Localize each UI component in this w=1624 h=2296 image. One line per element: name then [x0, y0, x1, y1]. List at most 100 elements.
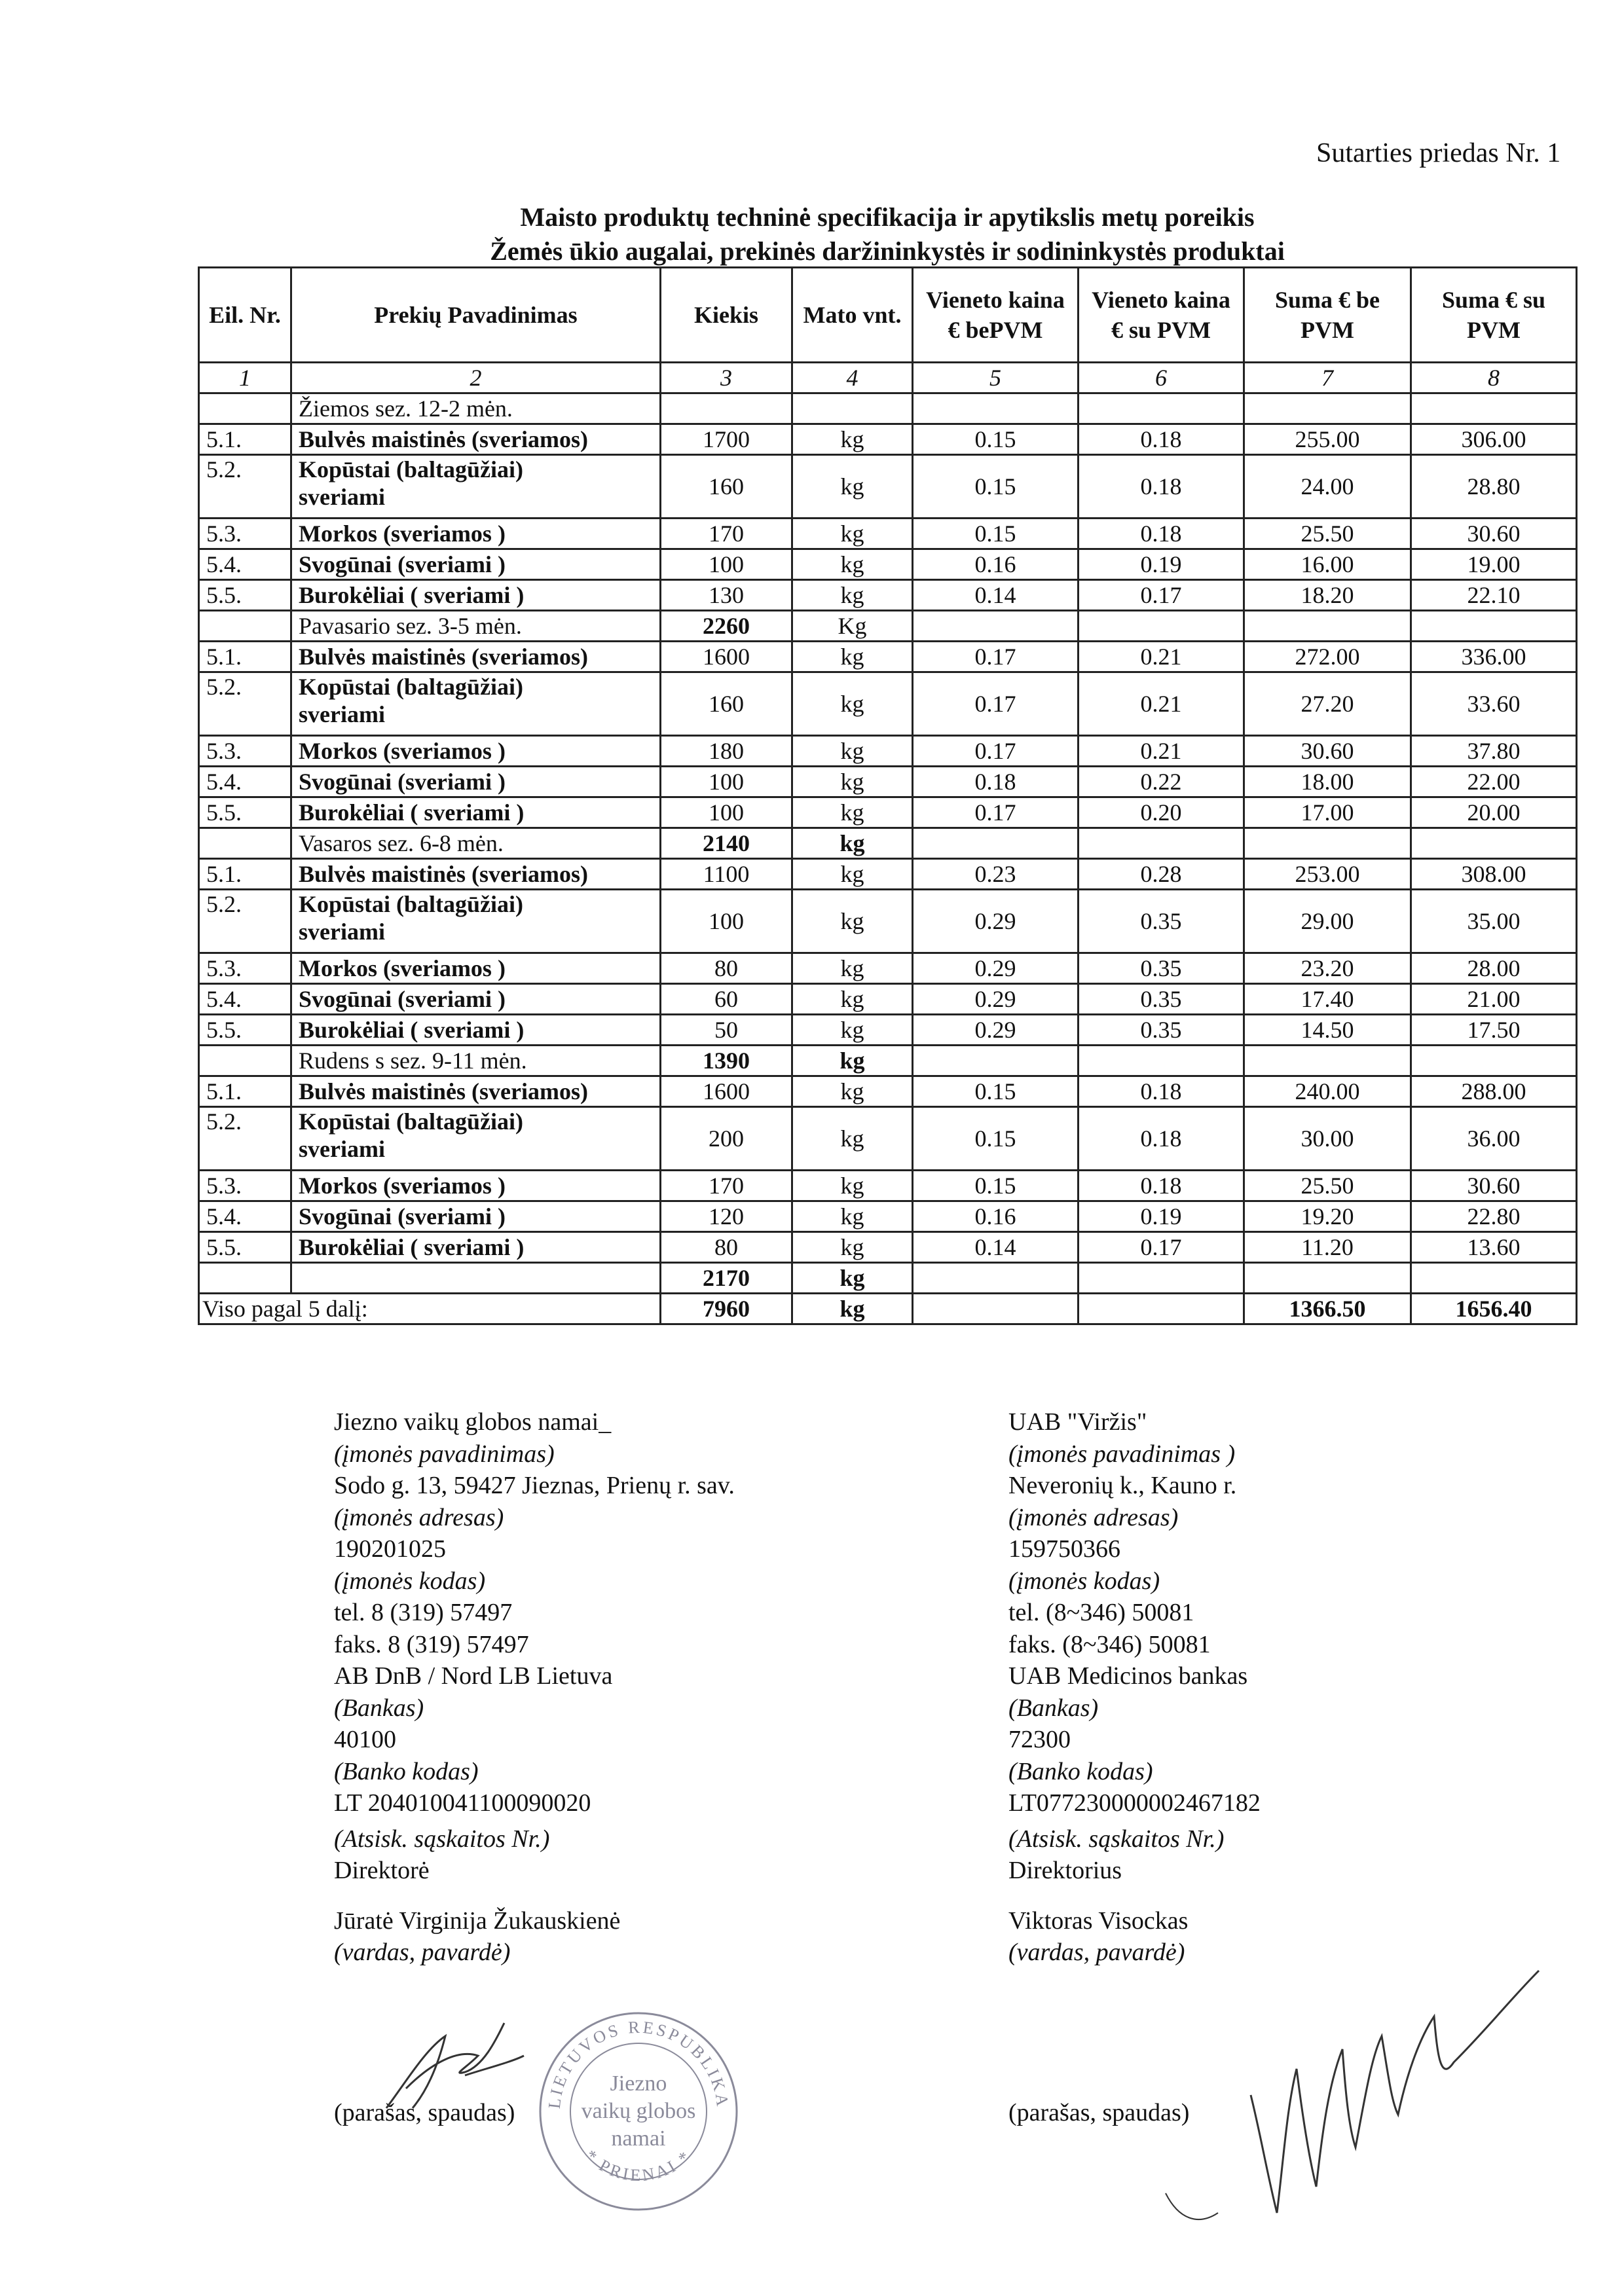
table-row: 5.2. Kopūstai (baltagūžiai) sveriami 160 kg…: [198, 671, 1578, 737]
item-quantity: 170: [659, 1169, 793, 1202]
item-price: 0.15: [912, 517, 1079, 550]
item-name: Bulvės maistinės (sveriamos): [290, 640, 661, 673]
item-name: Kopūstai (baltagūžiai) sveriami: [290, 454, 661, 519]
empty-cell: [1077, 1044, 1245, 1077]
item-sum-vat: 35.00: [1410, 888, 1578, 954]
item-price-vat: 0.21: [1077, 735, 1245, 767]
item-number: 5.2.: [198, 671, 292, 737]
item-quantity: 170: [659, 517, 793, 550]
column-number: 3: [659, 361, 793, 394]
item-unit: kg: [791, 796, 913, 829]
item-number: 5.1.: [198, 1075, 292, 1108]
empty-cell: [1410, 1262, 1578, 1294]
annex-label: Sutarties priedas Nr. 1: [1316, 138, 1561, 168]
item-price-vat: 0.18: [1077, 1106, 1245, 1171]
item-price-vat: 0.21: [1077, 640, 1245, 673]
buyer-position: Direktorė: [334, 1857, 430, 1884]
item-quantity: 120: [659, 1200, 793, 1233]
empty-cell: [1410, 610, 1578, 642]
buyer-signature: [385, 2022, 525, 2109]
item-unit: kg: [791, 640, 913, 673]
item-unit: kg: [791, 579, 913, 611]
caption: (įmonės pavadinimas ): [1008, 1440, 1236, 1468]
supplier-position: Direktorius: [1008, 1857, 1122, 1884]
table-row: 5.4. Svogūnai (sveriami ) 100 kg 0.16 0.19 16.…: [198, 548, 1578, 581]
buyer-fax: faks. 8 (319) 57497: [334, 1630, 529, 1658]
caption: (Atsisk. sąskaitos Nr.): [1008, 1825, 1225, 1853]
item-quantity: 80: [659, 952, 793, 985]
item-unit: kg: [791, 888, 913, 954]
item-sum: 14.50: [1243, 1013, 1412, 1046]
item-sum-vat: 33.60: [1410, 671, 1578, 737]
item-quantity: 60: [659, 983, 793, 1015]
item-sum: 27.20: [1243, 671, 1412, 737]
item-price-vat: 0.17: [1077, 579, 1245, 611]
item-number: 5.4.: [198, 1200, 292, 1233]
table-row: 5.3. Morkos (sveriamos ) 80 kg 0.29 0.35 23.20…: [198, 952, 1578, 985]
item-sum: 18.20: [1243, 579, 1412, 611]
item-name: Burokėliai ( sveriami ): [290, 1013, 661, 1046]
stamp-seal: LIETUVOS RESPUBLIKA * PRIENAI * Jiezno v…: [539, 2012, 738, 2211]
empty-cell: [912, 392, 1079, 425]
item-sum-vat: 30.60: [1410, 1169, 1578, 1202]
item-price: 0.15: [912, 1106, 1079, 1171]
item-number: 5.3.: [198, 517, 292, 550]
item-price-vat: 0.18: [1077, 1169, 1245, 1202]
item-unit: kg: [791, 952, 913, 985]
item-name: Burokėliai ( sveriami ): [290, 1231, 661, 1264]
item-quantity: 1600: [659, 1075, 793, 1108]
caption: (įmonės kodas): [334, 1567, 486, 1595]
header-row: Eil. Nr. Prekių Pavadinimas Kiekis Mato vnt…: [198, 266, 1578, 363]
item-sum-vat: 17.50: [1410, 1013, 1578, 1046]
column-number: 6: [1077, 361, 1245, 394]
column-number: 8: [1410, 361, 1578, 394]
item-quantity: 100: [659, 888, 793, 954]
table-row: 5.2. Kopūstai (baltagūžiai) sveriami 100 kg…: [198, 888, 1578, 954]
item-sum: 240.00: [1243, 1075, 1412, 1108]
specification-table: Eil. Nr. Prekių Pavadinimas Kiekis Mato vnt…: [198, 266, 1578, 1325]
empty-cell: [1077, 827, 1245, 860]
item-price-vat: 0.18: [1077, 517, 1245, 550]
buyer-tel: tel. 8 (319) 57497: [334, 1599, 513, 1626]
total-label: Viso pagal 5 dalį:: [198, 1292, 661, 1325]
item-sum: 25.50: [1243, 1169, 1412, 1202]
caption: (vardas, pavardė): [334, 1939, 511, 1966]
total-unit: kg: [791, 1292, 913, 1325]
item-number: 5.2.: [198, 888, 292, 954]
item-unit: kg: [791, 1169, 913, 1202]
supplier-signature: [1165, 1969, 1540, 2220]
item-price-vat: 0.22: [1077, 765, 1245, 798]
item-price: 0.15: [912, 454, 1079, 519]
column-number: 7: [1243, 361, 1412, 394]
item-name: Burokėliai ( sveriami ): [290, 796, 661, 829]
caption: (Banko kodas): [334, 1757, 479, 1785]
empty-cell: [1410, 1044, 1578, 1077]
item-number: 5.2.: [198, 1106, 292, 1171]
item-sum: 30.00: [1243, 1106, 1412, 1171]
caption: (Bankas): [334, 1694, 424, 1722]
item-price: 0.15: [912, 1169, 1079, 1202]
caption: (vardas, pavardė): [1008, 1939, 1185, 1966]
item-unit: kg: [791, 1075, 913, 1108]
item-number: 5.5.: [198, 796, 292, 829]
item-sum: 24.00: [1243, 454, 1412, 519]
season-row: Pavasario sez. 3-5 mėn. 2260 Kg: [198, 610, 1578, 642]
item-price: 0.15: [912, 423, 1079, 456]
empty-cell: [198, 392, 292, 425]
supplier-tel: tel. (8~346) 50081: [1008, 1599, 1194, 1626]
supplier-bank: UAB Medicinos bankas: [1008, 1662, 1248, 1690]
item-price-vat: 0.18: [1077, 1075, 1245, 1108]
document-subtitle: Žemės ūkio augalai, prekinės daržininkys…: [490, 236, 1285, 266]
item-sum-vat: 22.00: [1410, 765, 1578, 798]
item-unit: kg: [791, 983, 913, 1015]
buyer-signature-caption: (parašas, spaudas): [334, 2099, 515, 2126]
buyer-account: LT 204010041100090020: [334, 1789, 591, 1817]
season-quantity: [659, 392, 793, 425]
column-number: 1: [198, 361, 292, 394]
item-price-vat: 0.28: [1077, 858, 1245, 890]
item-name: Morkos (sveriamos ): [290, 517, 661, 550]
table-row: 5.1. Bulvės maistinės (sveriamos) 1600 kg 0.…: [198, 1075, 1578, 1108]
item-name: Kopūstai (baltagūžiai) sveriami: [290, 671, 661, 737]
empty-cell: [912, 1262, 1079, 1294]
season-unit: [791, 392, 913, 425]
